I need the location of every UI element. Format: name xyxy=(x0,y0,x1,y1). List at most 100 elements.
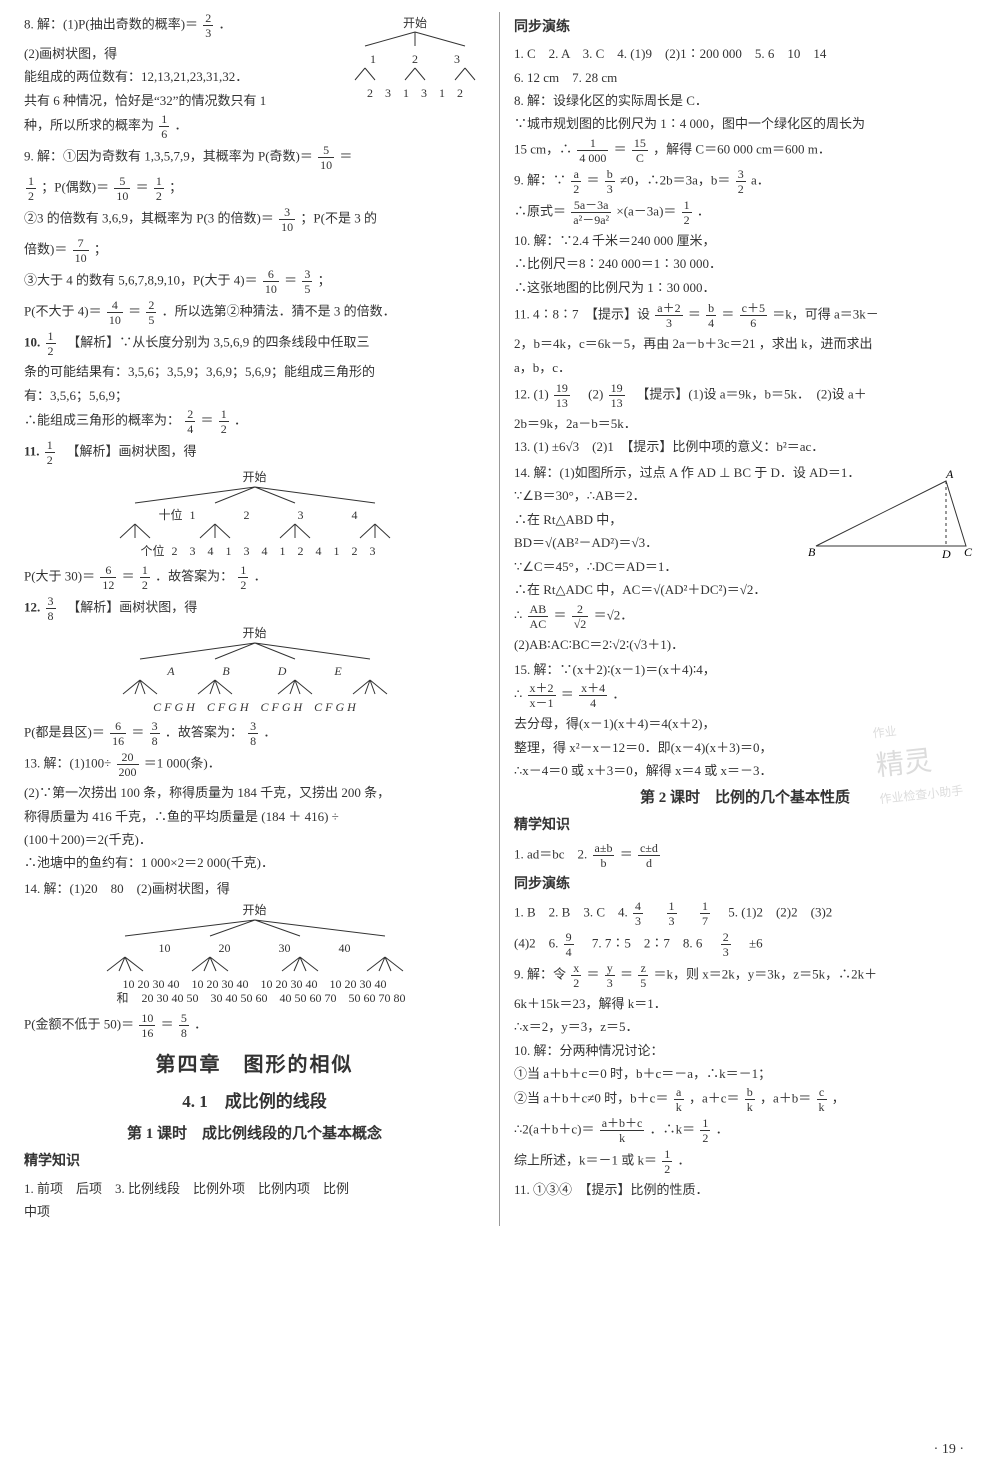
txt: ＝ xyxy=(614,141,627,156)
subhead: 精学知识 xyxy=(24,1150,485,1173)
txt: 11. 4∶8∶7 【提示】设 a＋23 ＝ b4 ＝ c＋56 ＝k，可得 a… xyxy=(514,302,976,329)
frac: 2√2 xyxy=(570,603,591,630)
txt: ＝ xyxy=(136,180,149,195)
txt: ②3 的倍数有 3,6,9，其概率为 P(3 的倍数)＝ 310 ；P(不是 3… xyxy=(24,206,485,233)
frac: 12 xyxy=(152,175,166,202)
txt: 9. 解：∵ xyxy=(514,172,566,187)
txt: ＝ xyxy=(161,1016,174,1031)
frac: x2 xyxy=(569,962,583,989)
txt: ． xyxy=(716,1122,729,1137)
txt: ．∴k＝ xyxy=(650,1122,696,1137)
frac: 38 xyxy=(246,720,260,747)
txt: 9. 解：∵ a2 ＝ b3 ≠0，∴2b＝3a，b＝ 32 a． xyxy=(514,168,976,195)
frac: 43 xyxy=(631,900,645,927)
tree-top: 开始 xyxy=(24,903,485,917)
frac: 410 xyxy=(105,299,125,326)
p12: 12. 38 【解析】画树状图，得 xyxy=(24,595,485,622)
txt: 10. 解：∵2.4 千米＝240 000 厘米， xyxy=(514,230,976,251)
txt: 整理，得 x²－x－12＝0．即(x－4)(x＋3)＝0， xyxy=(514,737,976,758)
frac: 35 xyxy=(300,268,314,295)
txt: 1. 前项 后项 3. 比例线段 比例外项 比例内项 比例 xyxy=(24,1178,485,1199)
txt: 综上所述，k＝－1 或 k＝ 12 ． xyxy=(514,1148,976,1175)
frac: c±dd xyxy=(636,842,662,869)
frac: 16 xyxy=(157,113,171,140)
txt: P(金额不低于 50)＝ 1016 ＝ 58 ． xyxy=(24,1012,485,1039)
txt: ②当 a＋b＋c≠0 时，b＋c＝ xyxy=(514,1091,668,1106)
txt: ，a＋c＝ xyxy=(689,1091,740,1106)
txt: ；P(偶数)＝ xyxy=(41,180,109,195)
frac: 616 xyxy=(108,720,128,747)
txt: P(都是县区)＝ xyxy=(24,725,105,740)
txt: ． xyxy=(219,16,232,31)
txt: ．所以选第②种猜法．猜不是 3 的倍数． xyxy=(162,304,396,319)
txt: ．故答案为： xyxy=(165,725,243,740)
txt: ＝ xyxy=(339,149,352,164)
frac: 12 xyxy=(680,199,694,226)
p14: 14. 解：(1)20 80 (2)画树状图，得 xyxy=(24,878,485,899)
subhead: 同步演练 xyxy=(514,873,976,896)
txt: ＝k，可得 a＝3k－ xyxy=(772,307,879,322)
txt: (4)2 6. 94 7. 7∶5 2∶7 8. 6 23 ±6 xyxy=(514,931,976,958)
txt: ∴能组成三角形的概率为： xyxy=(24,413,180,428)
txt: 【解析】∵从长度分别为 3,5,6,9 的四条线段中任取三 xyxy=(61,335,370,350)
frac: 12 xyxy=(24,175,38,202)
txt: ＝√2． xyxy=(594,607,634,622)
txt: ． xyxy=(234,413,247,428)
frac: 1913 xyxy=(552,382,572,409)
txt: 称得质量为 416 千克，∴鱼的平均质量是 (184 ＋ 416) ÷ xyxy=(24,806,485,827)
tree-row: 1 2 3 xyxy=(345,52,485,66)
txt: 种，所以所求的概率为 16 ． xyxy=(24,113,485,140)
frac: 12 xyxy=(44,330,58,357)
tree-top: 开始 xyxy=(24,470,485,484)
txt: ；P(不是 3 的 xyxy=(300,211,377,226)
txt: 9. 解：令 x2 ＝ y3 ＝ z5 ＝k，则 x＝2k，y＝3k，z＝5k，… xyxy=(514,962,976,989)
txt: P(大于 30)＝ xyxy=(24,569,95,584)
txt: 去分母，得(x－1)(x＋4)＝4(x＋2)， xyxy=(514,713,976,734)
tree-top: 开始 xyxy=(24,626,485,640)
txt: 2，b＝4k，c＝6k－5，再由 2a－b＋3c＝21 ，求出 k，进而求出 xyxy=(514,333,976,354)
txt: 15 cm，∴ 14 000 ＝ 15C ，解得 C＝60 000 cm＝600… xyxy=(514,137,976,164)
txt: (100＋200)＝2(千克)． xyxy=(24,829,485,850)
txt: ＝ xyxy=(688,307,701,322)
txt: 11. 4∶8∶7 【提示】设 xyxy=(514,307,650,322)
txt: 11. xyxy=(24,444,43,459)
txt: ＝ xyxy=(721,307,734,322)
txt: ＝ xyxy=(128,304,141,319)
lbl: 十位 xyxy=(151,508,189,522)
txt: ≠0，∴2b＝3a，b＝ xyxy=(620,172,730,187)
tree-row: 2 3 1 3 1 2 xyxy=(345,86,485,100)
txt: ×(a－3a)＝ xyxy=(616,203,676,218)
section-title: 4. 1 成比例的线段 xyxy=(24,1088,485,1116)
tree-top: 开始 xyxy=(345,16,485,30)
txt: ，a＋b＝ xyxy=(760,1091,811,1106)
frac: 24 xyxy=(183,408,197,435)
txt: ，解得 C＝60 000 cm＝600 m． xyxy=(653,141,831,156)
frac: a＋b＋ck xyxy=(598,1117,647,1144)
txt: ； xyxy=(169,180,182,195)
tree14: 开始 10 20 30 40 10 20 30 40 10 20 30 40 1… xyxy=(24,903,485,1005)
tree12: 开始 A B D E C F G H C F G H C F G H C F G… xyxy=(24,626,485,714)
frac: 1016 xyxy=(137,1012,157,1039)
txt: ． xyxy=(175,118,188,133)
frac: b4 xyxy=(704,302,718,329)
txt: 条的可能结果有：3,5,6；3,5,9；3,6,9；5,6,9；能组成三角形的 xyxy=(24,361,485,382)
txt: ． xyxy=(612,687,625,702)
frac: ak xyxy=(672,1086,686,1113)
txt: 1. ad＝bc 2. a±bb ＝ c±dd xyxy=(514,842,976,869)
frac: 38 xyxy=(148,720,162,747)
txt: (2) xyxy=(575,387,603,402)
frac: 13 xyxy=(665,900,679,927)
txt: ＝ xyxy=(620,966,633,981)
frac: a2 xyxy=(569,168,583,195)
frac: 12 xyxy=(138,564,152,591)
frac: 94 xyxy=(562,931,576,958)
txt: ＝ xyxy=(201,413,214,428)
txt: 种，所以所求的概率为 xyxy=(24,118,154,133)
p10: 10. 12 【解析】∵从长度分别为 3,5,6,9 的四条线段中任取三 xyxy=(24,330,485,357)
txt: ．故答案为： xyxy=(155,569,233,584)
frac: 32 xyxy=(734,168,748,195)
tree-row: C F G H C F G H C F G H C F G H xyxy=(153,700,356,714)
txt: 8. 解：设绿化区的实际周长是 C． xyxy=(514,90,976,111)
frac: 1913 xyxy=(607,382,627,409)
lbl: 和 xyxy=(103,991,141,1005)
